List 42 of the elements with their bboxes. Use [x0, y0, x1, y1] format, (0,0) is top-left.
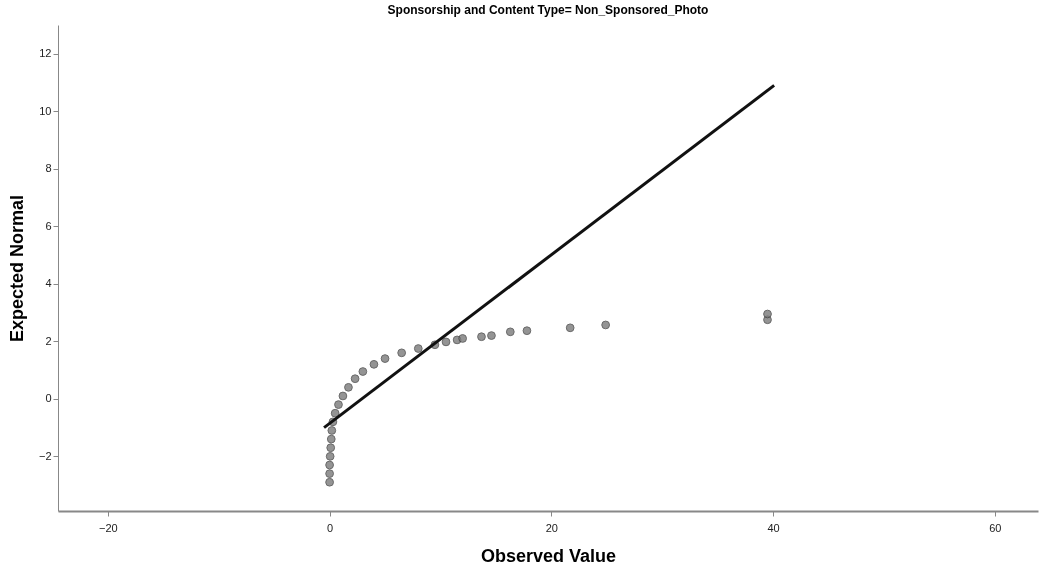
point — [601, 320, 611, 330]
y-tick-label: 4 — [45, 277, 52, 290]
x-tick-label: 20 — [545, 521, 558, 534]
y-axis-title: Expected Normal — [6, 194, 27, 343]
y-tick-label: 12 — [39, 47, 52, 60]
point — [338, 391, 348, 401]
point — [326, 434, 336, 444]
point — [325, 477, 334, 487]
point — [413, 344, 423, 353]
x-tick-label: 0 — [327, 521, 334, 534]
y-tick-label: −2 — [38, 449, 52, 462]
point — [505, 327, 515, 337]
point — [565, 323, 575, 333]
point — [326, 443, 336, 453]
y-tick-label: 8 — [45, 162, 52, 175]
point — [369, 359, 379, 369]
point — [487, 331, 496, 340]
point — [763, 309, 772, 319]
x-tick-label: 60 — [989, 521, 1002, 534]
point — [458, 334, 468, 343]
point — [441, 337, 451, 347]
y-tick-label: 6 — [45, 219, 52, 232]
y-tick-label: 2 — [45, 334, 52, 347]
x-tick-label: 40 — [767, 521, 780, 534]
point — [330, 408, 340, 418]
x-tick-label: −20 — [99, 521, 118, 534]
point — [325, 460, 334, 470]
x-axis-title: Observed Value — [480, 545, 617, 566]
point — [325, 452, 335, 461]
point — [327, 426, 337, 435]
point — [397, 348, 407, 358]
point — [344, 382, 353, 392]
chart-title: Sponsorship and Content Type= Non_Sponsored_Photo — [387, 3, 709, 17]
y-tick-label: 10 — [39, 104, 52, 117]
point — [325, 469, 334, 478]
point — [358, 367, 368, 376]
point — [350, 374, 360, 384]
point — [477, 332, 486, 342]
point — [380, 354, 390, 363]
y-tick-label: 0 — [45, 392, 52, 405]
point — [334, 400, 343, 409]
point — [522, 326, 532, 336]
